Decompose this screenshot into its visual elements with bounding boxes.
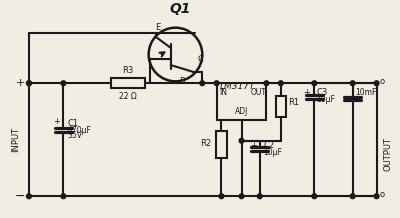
Circle shape [61,81,66,86]
Text: o: o [380,190,384,199]
Text: R1: R1 [288,98,300,107]
Text: 10mF: 10mF [356,88,377,97]
Circle shape [264,81,269,86]
Circle shape [26,81,31,86]
Circle shape [200,81,205,86]
Text: C: C [198,55,203,64]
Circle shape [239,194,244,199]
Text: R2: R2 [200,139,212,148]
Text: 10μF: 10μF [264,148,282,157]
Text: OUTPUT: OUTPUT [384,137,392,171]
Text: 22 Ω: 22 Ω [119,92,137,101]
Text: ADJ: ADJ [235,107,248,116]
Circle shape [214,81,219,86]
Text: +: + [16,78,25,88]
Bar [276,96,286,117]
Text: R3: R3 [122,66,134,75]
Text: +: + [304,88,310,97]
Text: −: − [15,190,25,203]
Text: C1: C1 [67,119,78,128]
Text: C3: C3 [316,88,328,97]
Circle shape [350,81,355,86]
Circle shape [278,81,283,86]
Text: o: o [380,77,384,86]
Circle shape [26,194,31,199]
Circle shape [374,81,379,86]
Text: +: + [250,141,257,150]
Circle shape [312,81,317,86]
Circle shape [239,138,244,143]
Text: 10μF: 10μF [316,95,335,104]
Circle shape [374,194,379,199]
Text: LM317T: LM317T [220,82,255,91]
Text: OUT: OUT [251,88,267,97]
Bar [111,78,145,89]
Text: +: + [53,117,60,126]
Text: E: E [156,24,161,32]
Bar [216,131,227,158]
Circle shape [61,194,66,199]
Circle shape [350,194,355,199]
Circle shape [312,194,317,199]
Text: IN: IN [219,88,227,97]
Text: Q1: Q1 [170,2,191,16]
Circle shape [257,194,262,199]
Text: 35V: 35V [67,131,82,140]
Circle shape [26,81,31,86]
Text: INPUT: INPUT [11,127,20,152]
Text: 470μF: 470μF [67,126,91,135]
Circle shape [219,194,224,199]
Text: B: B [179,77,185,85]
Text: C2: C2 [264,141,275,150]
Bar [217,83,266,120]
